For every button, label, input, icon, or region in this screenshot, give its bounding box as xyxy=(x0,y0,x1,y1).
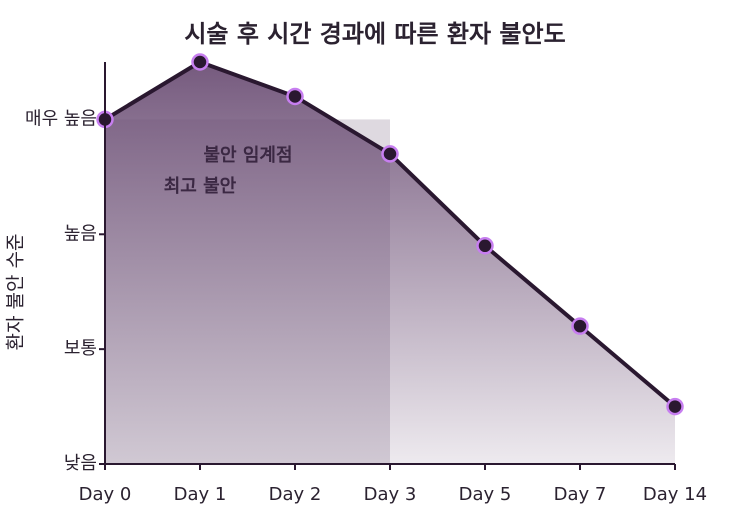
x-tick-label: Day 0 xyxy=(79,484,132,505)
point xyxy=(191,53,209,71)
y-tick-label: 높음 xyxy=(64,223,97,244)
point xyxy=(571,317,589,335)
x-tick-label: Day 5 xyxy=(459,484,512,505)
annotation: 최고 불안 xyxy=(164,176,237,197)
point xyxy=(666,397,684,416)
x-tick-label: Day 1 xyxy=(174,484,227,505)
point xyxy=(286,87,304,106)
annotation: 불안 임계점 xyxy=(203,145,292,166)
x-tick-label: Day 2 xyxy=(269,484,322,505)
y-tick-label: 매우 높음 xyxy=(25,108,97,129)
x-tick-label: Day 14 xyxy=(643,484,707,505)
point xyxy=(476,237,494,255)
y-tick-label: 낮음 xyxy=(64,453,97,474)
area xyxy=(105,62,675,464)
chart-title: 시술 후 시간 경과에 따른 환자 불안도 xyxy=(184,20,565,48)
x-tick-label: Day 7 xyxy=(554,484,607,505)
y-axis-label: 환자 불안 수준 xyxy=(5,234,27,351)
y-tick-label: 보통 xyxy=(64,338,97,359)
point xyxy=(381,145,399,163)
x-tick-label: Day 3 xyxy=(364,484,417,505)
